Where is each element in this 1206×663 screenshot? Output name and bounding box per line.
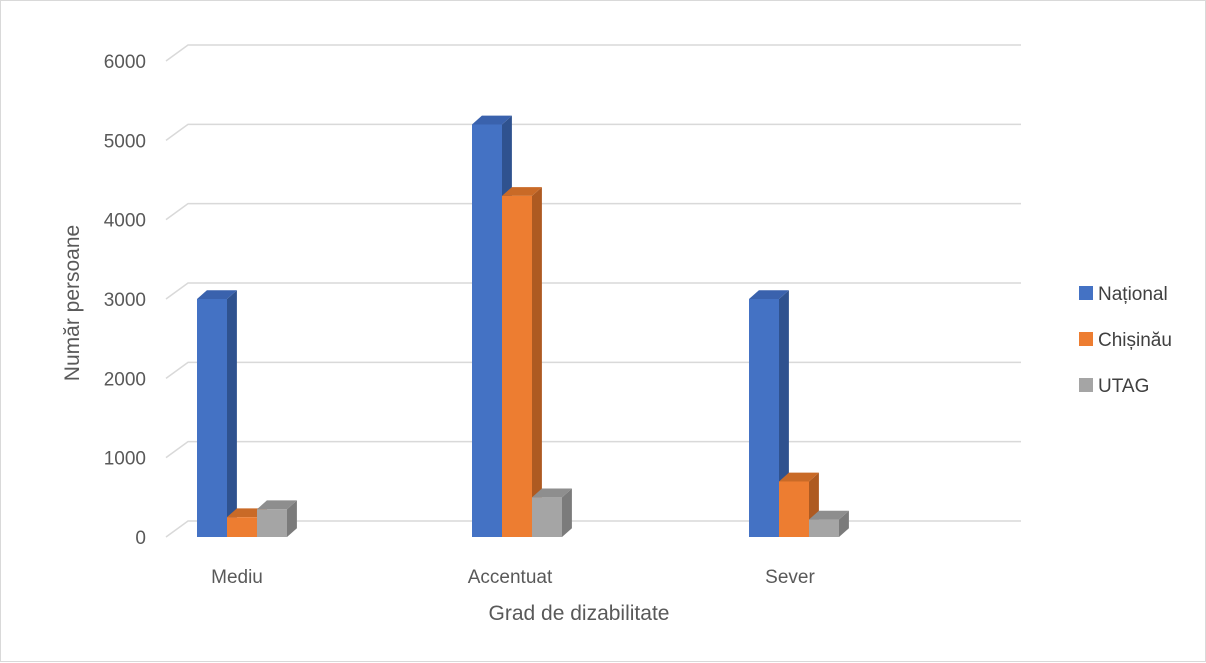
y-tick-label: 2000 — [104, 369, 146, 390]
gridline — [165, 361, 1021, 379]
bar — [257, 500, 297, 537]
legend-label: UTAG — [1098, 376, 1149, 397]
bar-front — [749, 299, 779, 537]
bar-front — [197, 299, 227, 537]
bar — [809, 510, 849, 537]
gridline — [165, 520, 1021, 538]
bar-side — [287, 500, 297, 537]
bar-side — [839, 510, 849, 537]
bar-top — [749, 290, 789, 299]
bar — [502, 187, 542, 538]
y-tick-label: 5000 — [104, 131, 146, 152]
legend-swatch — [1079, 332, 1093, 346]
x-tick-label: Sever — [765, 567, 815, 588]
y-tick-label: 0 — [135, 528, 146, 549]
legend-swatch — [1079, 286, 1093, 300]
bar-side — [562, 488, 572, 537]
gridline — [165, 282, 1021, 300]
bar-front — [257, 509, 287, 537]
y-axis-title: Număr persoane — [61, 225, 84, 381]
bar-front — [809, 519, 839, 537]
legend-label: Național — [1098, 284, 1168, 305]
gridline — [165, 202, 1021, 221]
bar-top — [197, 290, 237, 299]
bar-top — [532, 488, 572, 498]
bar-top — [779, 472, 819, 482]
y-tick-label: 1000 — [104, 449, 146, 470]
legend-item: UTAG — [1079, 376, 1149, 397]
x-axis-title: Grad de dizabilitate — [489, 602, 670, 625]
bar-front — [502, 195, 532, 537]
bar-side — [227, 290, 237, 537]
bar-front — [227, 517, 257, 537]
x-tick-labels: Mediu Accentuat Sever — [211, 567, 815, 588]
legend-swatch — [1079, 378, 1093, 392]
gridline — [165, 44, 1021, 62]
y-tick-label: 4000 — [104, 211, 146, 232]
bar — [749, 290, 789, 537]
y-tick-label: 3000 — [104, 290, 146, 311]
bar — [197, 290, 237, 537]
legend: Național Chișinău UTAG — [1079, 284, 1172, 397]
bar-top — [227, 508, 267, 518]
bar-top — [257, 500, 297, 510]
bars — [197, 115, 849, 538]
bar-front — [779, 481, 809, 537]
bar-front — [472, 124, 502, 537]
y-tick-labels: 0 1000 2000 3000 4000 5000 6000 — [104, 52, 146, 549]
x-tick-label: Mediu — [211, 567, 263, 588]
legend-label: Chișinău — [1098, 330, 1172, 351]
legend-item: Național — [1079, 284, 1168, 305]
legend-item: Chișinău — [1079, 330, 1172, 351]
y-tick-label: 6000 — [104, 52, 146, 73]
gridlines — [165, 44, 1021, 538]
x-tick-label: Accentuat — [468, 567, 553, 588]
bar-top — [502, 187, 542, 196]
gridline — [165, 123, 1021, 141]
bar-side — [532, 187, 542, 538]
gridline — [165, 440, 1021, 459]
bar-front — [532, 497, 562, 537]
bar-top — [809, 510, 849, 520]
bar-top — [472, 115, 512, 125]
bar — [532, 488, 572, 537]
